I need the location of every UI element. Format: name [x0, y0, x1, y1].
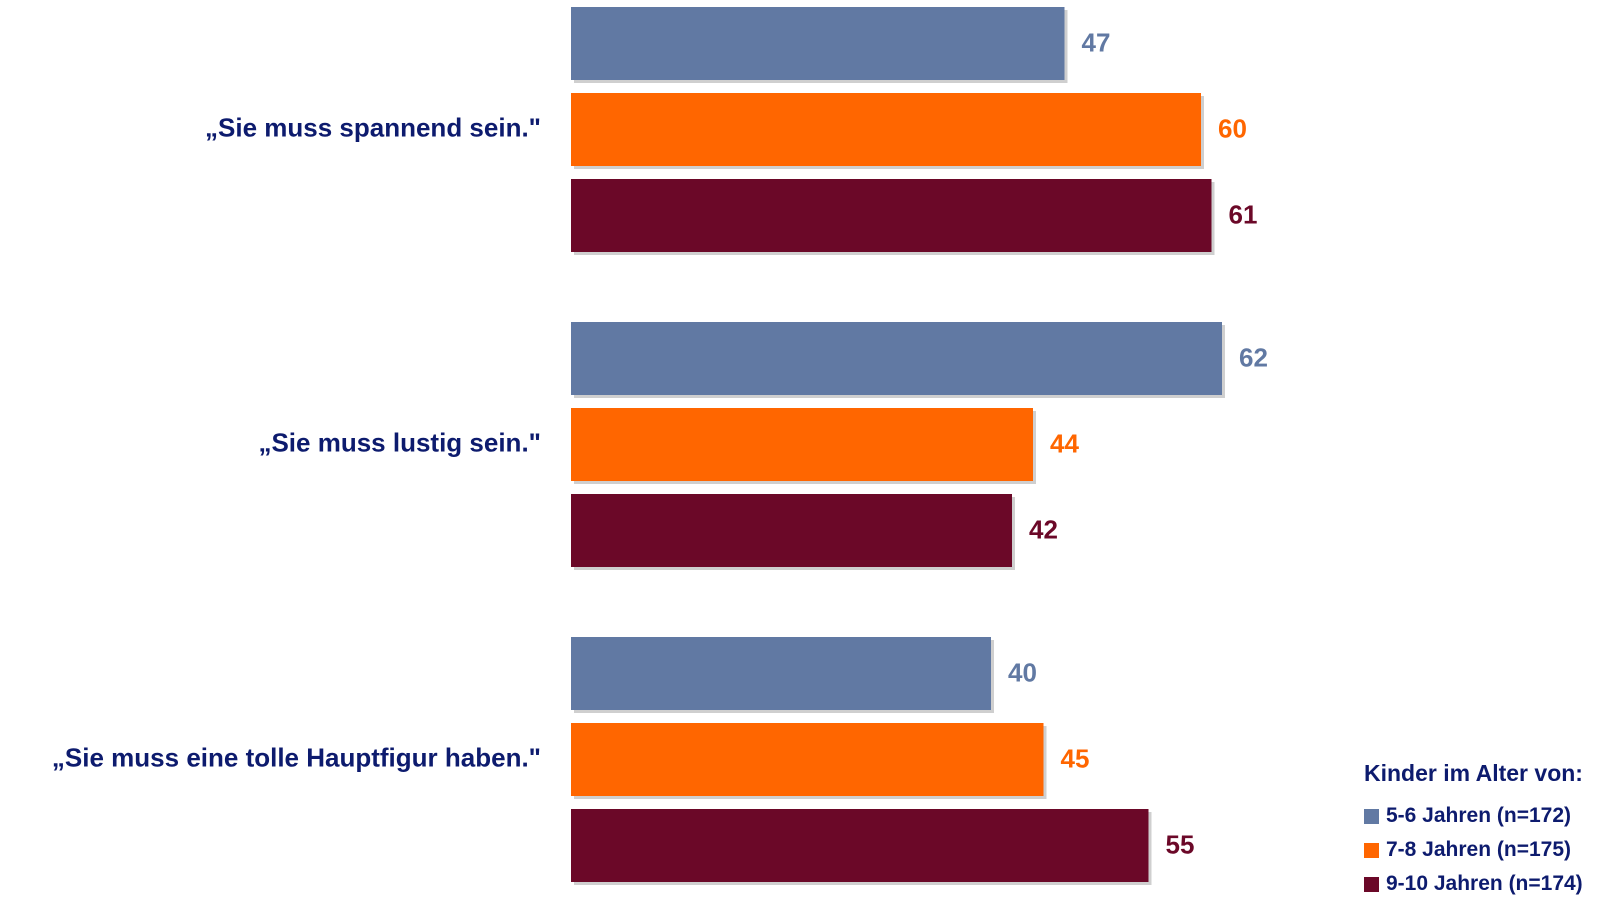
data-label: 55: [1166, 829, 1195, 859]
legend-item-7-8: 7-8 Jahren (n=175): [1364, 833, 1614, 867]
legend-item-9-10: 9-10 Jahren (n=174): [1364, 867, 1614, 901]
data-labels: 47 60 61 62 44 42 40 45 55: [1008, 27, 1268, 859]
bar: [571, 723, 1044, 796]
data-label: 40: [1008, 657, 1037, 687]
data-label: 62: [1239, 342, 1268, 372]
legend-label: 7-8 Jahren (n=175): [1386, 838, 1572, 861]
bar: [571, 494, 1012, 567]
bar: [571, 7, 1065, 80]
category-label: „Sie muss lustig sein.": [258, 427, 541, 457]
data-label: 45: [1061, 743, 1090, 773]
data-label: 61: [1229, 199, 1258, 229]
data-label: 44: [1050, 428, 1079, 458]
bar: [571, 408, 1033, 481]
bar: [571, 637, 991, 710]
legend-label: 5-6 Jahren (n=172): [1386, 804, 1572, 827]
bar: [571, 179, 1212, 252]
legend-swatch: [1364, 876, 1379, 892]
legend-swatch: [1364, 842, 1379, 858]
legend: Kinder im Alter von: 5-6 Jahren (n=172) …: [1364, 760, 1614, 901]
legend-swatch: [1364, 808, 1379, 824]
legend-item-5-6: 5-6 Jahren (n=172): [1364, 799, 1614, 833]
bar: [571, 809, 1149, 882]
legend-title: Kinder im Alter von:: [1364, 760, 1583, 786]
category-labels: „Sie muss spannend sein." „Sie muss lusti…: [52, 112, 541, 772]
bar: [571, 93, 1201, 166]
data-label: 60: [1218, 113, 1247, 143]
category-label: „Sie muss eine tolle Hauptfigur haben.": [52, 742, 541, 772]
data-label: 47: [1082, 27, 1111, 57]
legend-label: 9-10 Jahren (n=174): [1386, 872, 1583, 895]
data-label: 42: [1029, 514, 1058, 544]
bar: [571, 322, 1222, 395]
category-label: „Sie muss spannend sein.": [205, 112, 541, 142]
bars: [571, 7, 1225, 885]
